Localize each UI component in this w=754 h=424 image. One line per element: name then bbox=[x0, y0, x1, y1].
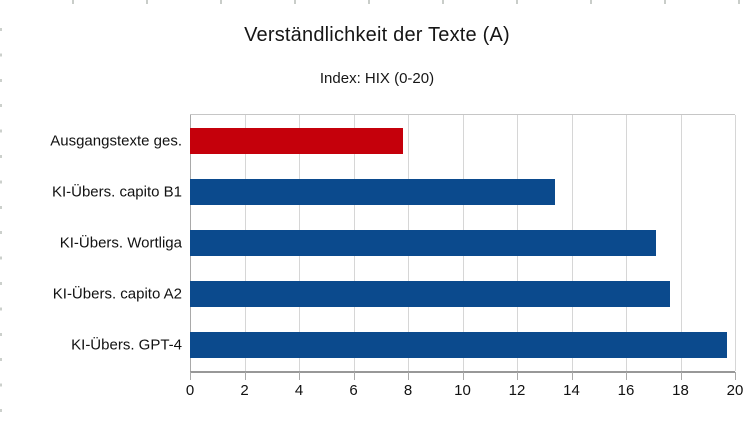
axis-tick-label: 20 bbox=[726, 382, 744, 399]
axis-tick-label: 2 bbox=[240, 382, 249, 399]
page-edge-marks-top bbox=[0, 0, 754, 4]
gridline bbox=[735, 115, 736, 371]
bar-2 bbox=[190, 178, 556, 205]
axis-tick bbox=[408, 372, 409, 380]
axis-tick bbox=[353, 372, 355, 380]
x-axis-ticks bbox=[190, 372, 736, 381]
axis-tick-label: 12 bbox=[508, 382, 526, 399]
plot-area bbox=[190, 114, 736, 373]
category-axis-labels: Ausgangstexte ges. KI-Übers. capito B1 KI-… bbox=[0, 115, 186, 371]
bar-4 bbox=[190, 281, 670, 308]
axis-tick bbox=[735, 372, 736, 380]
axis-tick bbox=[571, 372, 573, 380]
axis-tick-label: 6 bbox=[349, 382, 358, 399]
x-axis-tick-labels: 0 2 4 6 8 10 12 14 16 18 20 bbox=[186, 382, 744, 400]
axis-tick bbox=[626, 372, 627, 380]
axis-tick bbox=[244, 372, 246, 380]
axis-tick bbox=[462, 372, 464, 380]
bar-1 bbox=[190, 127, 403, 154]
bar-3 bbox=[190, 230, 656, 256]
category-label: KI-Übers. capito B1 bbox=[51, 183, 182, 201]
axis-tick-label: 10 bbox=[454, 382, 471, 399]
axis-tick-label: 0 bbox=[185, 382, 195, 399]
axis-tick bbox=[190, 372, 191, 380]
chart-subtitle: Index: HIX (0-20) bbox=[319, 70, 435, 87]
category-label: KI-Übers. Wortliga bbox=[59, 234, 182, 252]
axis-tick-label: 8 bbox=[403, 382, 413, 399]
axis-tick-label: 18 bbox=[672, 382, 689, 399]
axis-tick bbox=[517, 372, 518, 380]
axis-tick bbox=[680, 372, 682, 380]
axis-tick-label: 16 bbox=[617, 382, 635, 399]
category-label: KI-Übers. capito A2 bbox=[52, 285, 182, 303]
category-label: KI-Übers. GPT-4 bbox=[71, 336, 182, 354]
bar-5 bbox=[190, 332, 727, 359]
axis-tick-label: 14 bbox=[563, 382, 580, 399]
chart-title: Verständlichkeit der Texte (A) bbox=[244, 24, 510, 46]
category-label: Ausgangstexte ges. bbox=[50, 132, 182, 150]
axis-tick bbox=[299, 372, 300, 380]
page-edge-marks-left bbox=[0, 28, 2, 420]
axis-tick-label: 4 bbox=[294, 382, 304, 399]
gridline bbox=[680, 115, 682, 371]
